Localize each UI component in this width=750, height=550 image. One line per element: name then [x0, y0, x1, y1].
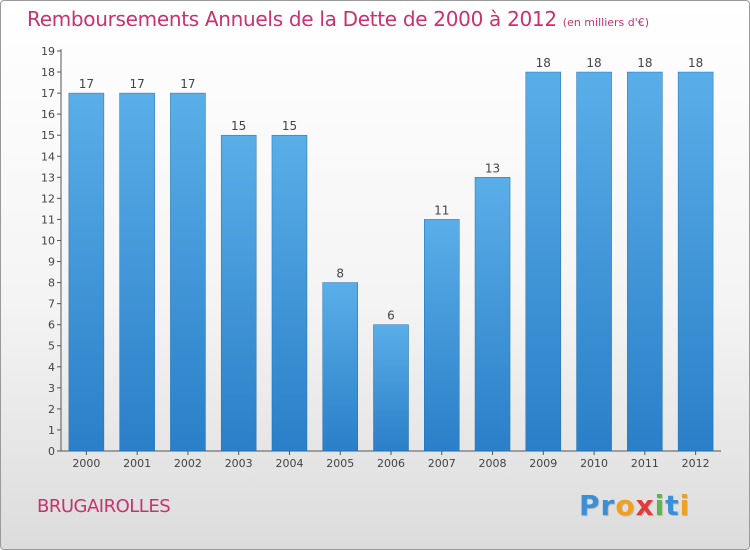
y-tick-label: 8 [48, 277, 55, 290]
bar [677, 71, 714, 452]
x-axis: 2000 2001 2002 2003 2004 2005 2006 2007 2008 2009… [61, 450, 721, 470]
y-tick-label: 16 [41, 108, 55, 121]
bar [271, 134, 308, 452]
bar-series: 17 17 17 15 15 8 6 11 13 18 18 18 18 [68, 56, 714, 452]
bar [220, 134, 257, 452]
y-tick-label: 4 [48, 361, 55, 374]
y-tick-label: 18 [41, 66, 55, 79]
y-tick-label: 7 [48, 298, 55, 311]
bar [373, 324, 409, 452]
y-tick-label: 13 [41, 171, 55, 184]
logo-letter: t [665, 489, 680, 522]
bar-data-label: 15 [282, 119, 297, 133]
y-tick-label: 12 [41, 192, 55, 205]
x-tick-label: 2011 [631, 457, 659, 470]
x-tick-label: 2004 [275, 457, 303, 470]
logo-letter: P [579, 489, 601, 522]
bar [627, 71, 663, 452]
bar [424, 219, 460, 452]
bar-data-label: 18 [536, 56, 551, 70]
chart-unit-label: (en milliers d'€) [562, 16, 650, 29]
logo-letter: i [654, 489, 666, 522]
bar [322, 282, 358, 452]
y-tick-label: 2 [48, 403, 55, 416]
x-tick-label: 2008 [479, 457, 507, 470]
y-tick-label: 11 [41, 213, 55, 226]
bar-data-label: 11 [434, 203, 449, 217]
x-tick-label: 2002 [174, 457, 202, 470]
bar-data-label: 17 [130, 77, 145, 91]
x-tick-label: 2000 [72, 457, 100, 470]
y-tick-label: 15 [41, 129, 55, 142]
y-tick-label: 3 [48, 382, 55, 395]
bar [170, 92, 206, 452]
bar-data-label: 17 [79, 77, 94, 91]
y-tick-label: 6 [48, 319, 55, 332]
y-tick-label: 5 [48, 340, 55, 353]
logo-letter: i [679, 489, 691, 522]
proxiti-logo: Proxiti [579, 489, 690, 522]
chart-title: Remboursements Annuels de la Dette de 20… [27, 7, 649, 31]
bar-data-label: 17 [180, 77, 195, 91]
logo-letter: r [600, 489, 616, 522]
bar-data-label: 18 [637, 56, 652, 70]
bar [119, 92, 155, 452]
bar-data-label: 18 [688, 56, 703, 70]
bar [525, 71, 562, 452]
place-name: BRUGAIROLLES [37, 496, 171, 517]
x-tick-label: 2012 [682, 457, 710, 470]
x-tick-label: 2003 [225, 457, 253, 470]
y-tick-label: 0 [48, 445, 55, 458]
x-tick-label: 2001 [123, 457, 151, 470]
logo-letter: x [635, 489, 655, 522]
bar-data-label: 18 [586, 56, 601, 70]
x-tick-label: 2006 [377, 457, 405, 470]
y-tick-label: 10 [41, 234, 55, 247]
x-tick-label: 2010 [580, 457, 608, 470]
y-tick-label: 17 [41, 87, 55, 100]
bar-data-label: 15 [231, 119, 246, 133]
y-tick-label: 14 [41, 150, 55, 163]
bar [68, 92, 105, 452]
x-tick-label: 2009 [529, 457, 557, 470]
logo-letter: o [615, 489, 636, 522]
bar-data-label: 8 [336, 267, 344, 281]
bar [576, 71, 612, 452]
chart-title-text: Remboursements Annuels de la Dette de 20… [27, 7, 557, 31]
y-tick-label: 19 [41, 45, 55, 58]
bar [474, 177, 511, 452]
y-tick-label: 9 [48, 256, 55, 269]
x-tick-label: 2007 [428, 457, 456, 470]
x-tick-label: 2005 [326, 457, 354, 470]
y-tick-label: 1 [48, 424, 55, 437]
bar-data-label: 6 [387, 309, 395, 323]
bar-data-label: 13 [485, 161, 500, 175]
